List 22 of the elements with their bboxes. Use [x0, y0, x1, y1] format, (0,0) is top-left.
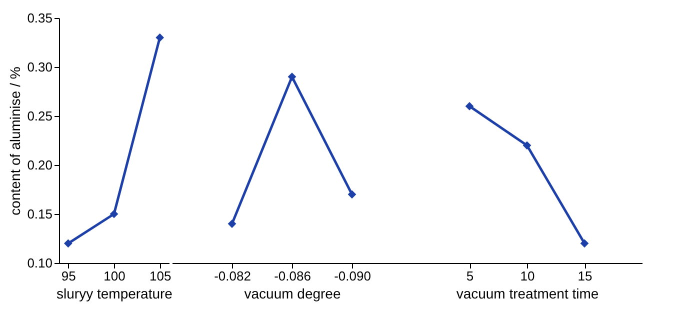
- point: [156, 33, 164, 42]
- y-tick-label: 0.15: [27, 206, 52, 222]
- x-tick-label: 105: [149, 268, 172, 284]
- x-tick-label: 5: [466, 268, 474, 284]
- x-tick-label: -0.082: [214, 268, 251, 284]
- x-tick-label: -0.090: [334, 268, 371, 284]
- x-tick-label: 95: [61, 268, 76, 284]
- x-axis-title: vacuum degree: [244, 286, 341, 302]
- point: [64, 239, 72, 248]
- y-tick-label: 0.35: [27, 10, 52, 26]
- y-tick-label: 0.10: [27, 256, 52, 270]
- y-axis-title: content of aluminise / %: [7, 66, 24, 216]
- y-tick-label: 0.30: [27, 60, 52, 74]
- x-axis-title: vacuum treatment time: [456, 286, 599, 302]
- x-tick-label: 10: [520, 268, 535, 284]
- x-axis-title: sluryy temperature: [56, 286, 173, 302]
- point: [110, 210, 118, 218]
- y-tick-label: 0.25: [27, 108, 52, 124]
- y-tick-label: 0.20: [27, 158, 52, 172]
- x-tick-label: 15: [578, 268, 592, 284]
- x-tick-label: 100: [104, 268, 126, 284]
- x-tick-label: -0.086: [274, 268, 311, 284]
